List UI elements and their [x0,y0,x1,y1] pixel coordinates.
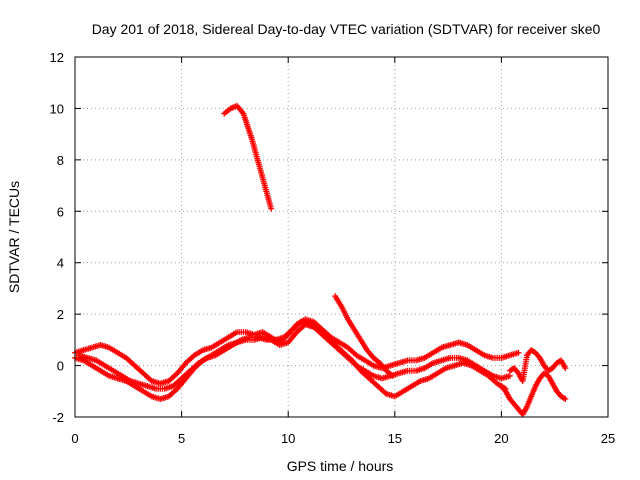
x-axis-title: GPS time / hours [287,458,394,474]
y-tick-label: 8 [57,153,64,168]
track-3 [76,318,509,400]
y-tick-label: 12 [50,50,64,65]
y-tick-label: 10 [50,101,64,116]
y-tick-label: 2 [57,307,64,322]
track-4 [221,102,275,212]
data-point [506,372,513,379]
x-tick-label: 5 [178,431,185,446]
x-tick-label: 25 [601,431,615,446]
track-6 [498,370,569,418]
track-2 [72,321,513,402]
ticks [74,56,609,418]
x-tick-label: 0 [71,431,78,446]
data-point [389,372,396,379]
data-point [562,365,569,372]
tick-labels: 0 5 10 15 20 25 -2 0 2 4 6 8 10 12 [50,50,616,446]
y-axis-title: SDTVAR / TECUs [6,181,22,293]
plot-frame [74,56,609,418]
track-5 [332,293,396,379]
y-tick-label: 6 [57,204,64,219]
x-tick-label: 20 [494,431,508,446]
y-tick-label: 4 [57,256,64,271]
chart-title: Day 201 of 2018, Sidereal Day-to-day VTE… [92,21,601,37]
data-point [268,205,275,212]
grid [75,57,608,417]
data-point [515,349,522,356]
x-tick-label: 15 [388,431,402,446]
y-tick-label: -2 [52,410,64,425]
data-points [72,102,569,418]
track-7 [506,347,569,384]
data-point [562,396,569,402]
x-tick-label: 10 [281,431,295,446]
y-tick-label: 0 [57,359,64,374]
